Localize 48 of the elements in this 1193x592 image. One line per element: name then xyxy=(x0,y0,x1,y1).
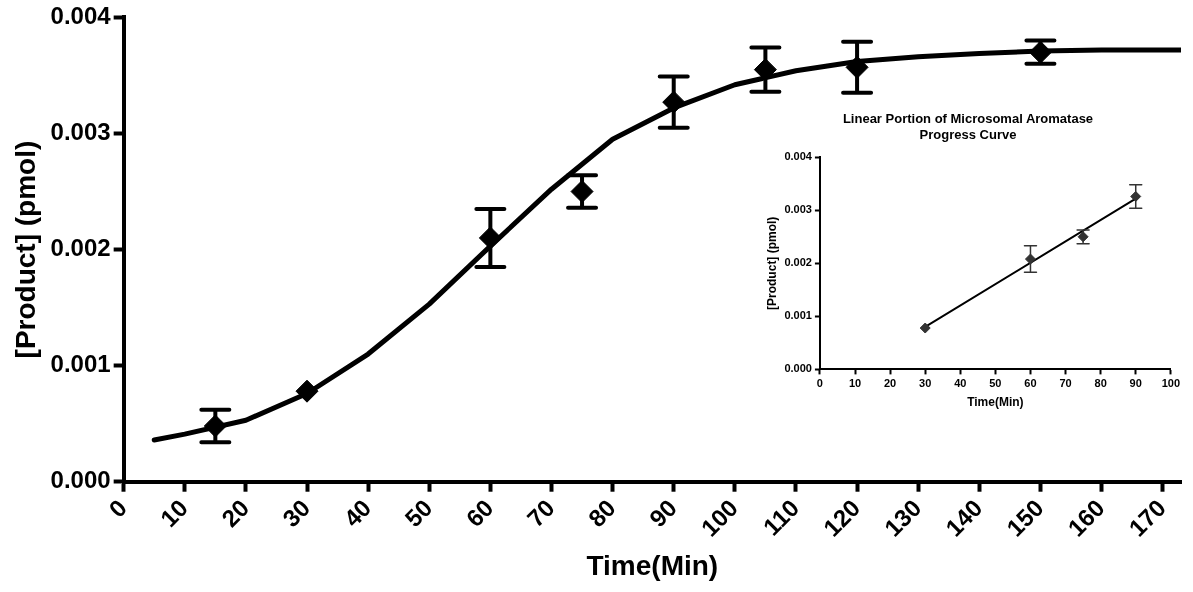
x-axis-title: Time(Min) xyxy=(967,395,1024,410)
x-tick-label: 100 xyxy=(1161,377,1180,390)
x-tick-label: 140 xyxy=(940,494,988,542)
x-tick-label: 20 xyxy=(883,377,897,390)
x-tick-label: 160 xyxy=(1062,494,1110,542)
x-tick-label: 170 xyxy=(1123,494,1171,542)
x-tick-label: 30 xyxy=(277,494,316,533)
x-tick-label: 40 xyxy=(338,494,377,533)
y-tick-label: 0.000 xyxy=(50,466,111,494)
x-tick-label: 0 xyxy=(816,377,823,390)
y-tick-label: 0.004 xyxy=(50,2,112,30)
point xyxy=(295,379,319,403)
x-tick-label: 100 xyxy=(695,494,744,542)
y-tick-label: 0.003 xyxy=(784,203,812,216)
y-tick-label: 0.000 xyxy=(784,362,812,375)
x-tick-label: 60 xyxy=(460,494,499,533)
x-tick-label: 60 xyxy=(1024,377,1037,390)
point xyxy=(1024,253,1036,265)
point xyxy=(1130,190,1142,202)
y-axis-title: [Product] (pmol) xyxy=(9,140,41,359)
x-tick-label: 90 xyxy=(1129,377,1142,390)
x-tick-label: 10 xyxy=(848,377,862,390)
point xyxy=(919,322,931,334)
y-tick-label: 0.001 xyxy=(50,350,111,378)
x-tick-label: 70 xyxy=(521,494,560,533)
x-tick-label: 130 xyxy=(879,494,927,542)
y-tick-label: 0.001 xyxy=(784,309,812,322)
x-tick-label: 80 xyxy=(582,494,621,533)
y-tick-label: 0.002 xyxy=(50,234,111,262)
x-tick-label: 120 xyxy=(817,494,866,542)
x-tick-label: 40 xyxy=(954,377,967,390)
x-tick-label: 50 xyxy=(989,377,1002,390)
x-tick-label: 110 xyxy=(757,494,805,541)
y-tick-label: 0.002 xyxy=(784,256,812,269)
x-tick-label: 150 xyxy=(1001,494,1049,542)
x-tick-label: 10 xyxy=(155,494,193,533)
y-tick-label: 0.004 xyxy=(784,150,813,163)
x-tick-label: 50 xyxy=(399,494,438,533)
x-tick-label: 0 xyxy=(103,494,132,523)
x-tick-label: 30 xyxy=(919,377,932,390)
x-axis-title: Time(Min) xyxy=(586,549,719,581)
y-tick-label: 0.003 xyxy=(50,118,111,146)
x-tick-label: 80 xyxy=(1094,377,1107,390)
x-tick-label: 20 xyxy=(216,494,255,533)
chart-title: Linear Portion of Microsomal Aromatase Progress Curve xyxy=(842,111,1094,142)
x-tick-label: 90 xyxy=(643,494,682,533)
x-tick-label: 70 xyxy=(1059,377,1072,390)
y-axis-title: [Product] (pmol) xyxy=(764,216,779,310)
